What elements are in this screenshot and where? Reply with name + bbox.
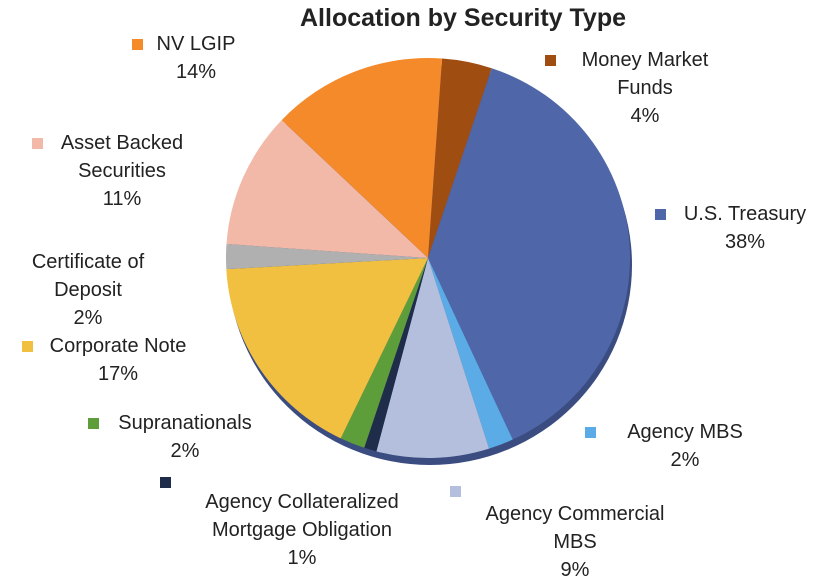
- pie-slice: [376, 258, 490, 458]
- pie-slice: [428, 58, 492, 259]
- legend-swatch: [22, 341, 33, 352]
- pie-slice: [364, 258, 428, 452]
- slice-label: Certificate of Deposit: [31, 251, 145, 301]
- pie-slice: [226, 258, 428, 439]
- value-label: 9%: [560, 559, 590, 581]
- slice-label: NV LGIP: [156, 33, 236, 55]
- pie-slice: [340, 258, 428, 448]
- slice-label: Asset Backed Securities: [60, 132, 184, 182]
- legend-swatch: [88, 418, 99, 429]
- legend-swatch: [655, 209, 666, 220]
- legend-swatch: [585, 427, 596, 438]
- slice-label: Agency MBS: [627, 421, 743, 443]
- slice-label: Money Market Funds: [581, 49, 709, 99]
- pie-slice: [281, 57, 443, 258]
- value-label: 14%: [175, 61, 217, 83]
- pie-slice: [226, 120, 428, 259]
- value-label: 2%: [170, 440, 200, 462]
- chart-title: Allocation by Security Type: [299, 4, 627, 32]
- legend-swatch: [132, 39, 143, 50]
- value-label: 4%: [630, 105, 660, 127]
- value-label: 1%: [287, 547, 317, 569]
- legend-swatch: [32, 138, 43, 149]
- legend-swatch: [545, 55, 556, 66]
- value-label: 11%: [102, 188, 142, 210]
- value-label: 2%: [73, 307, 103, 329]
- slice-label: U.S. Treasury: [683, 203, 807, 225]
- slice-label: Corporate Note: [49, 335, 187, 357]
- slice-label: Agency Collateralized Mortgage Obligatio…: [205, 491, 399, 541]
- pie-slice: [428, 258, 513, 449]
- slice-label: Supranationals: [118, 412, 252, 434]
- value-label: 38%: [724, 231, 766, 253]
- value-label: 2%: [670, 449, 700, 471]
- legend-swatch: [450, 486, 461, 497]
- value-label: 17%: [97, 363, 139, 385]
- pie-slice: [428, 68, 630, 440]
- legend-swatch: [160, 477, 171, 488]
- slice-label: Agency Commercial MBS: [485, 503, 665, 553]
- pie-slice: [226, 244, 428, 270]
